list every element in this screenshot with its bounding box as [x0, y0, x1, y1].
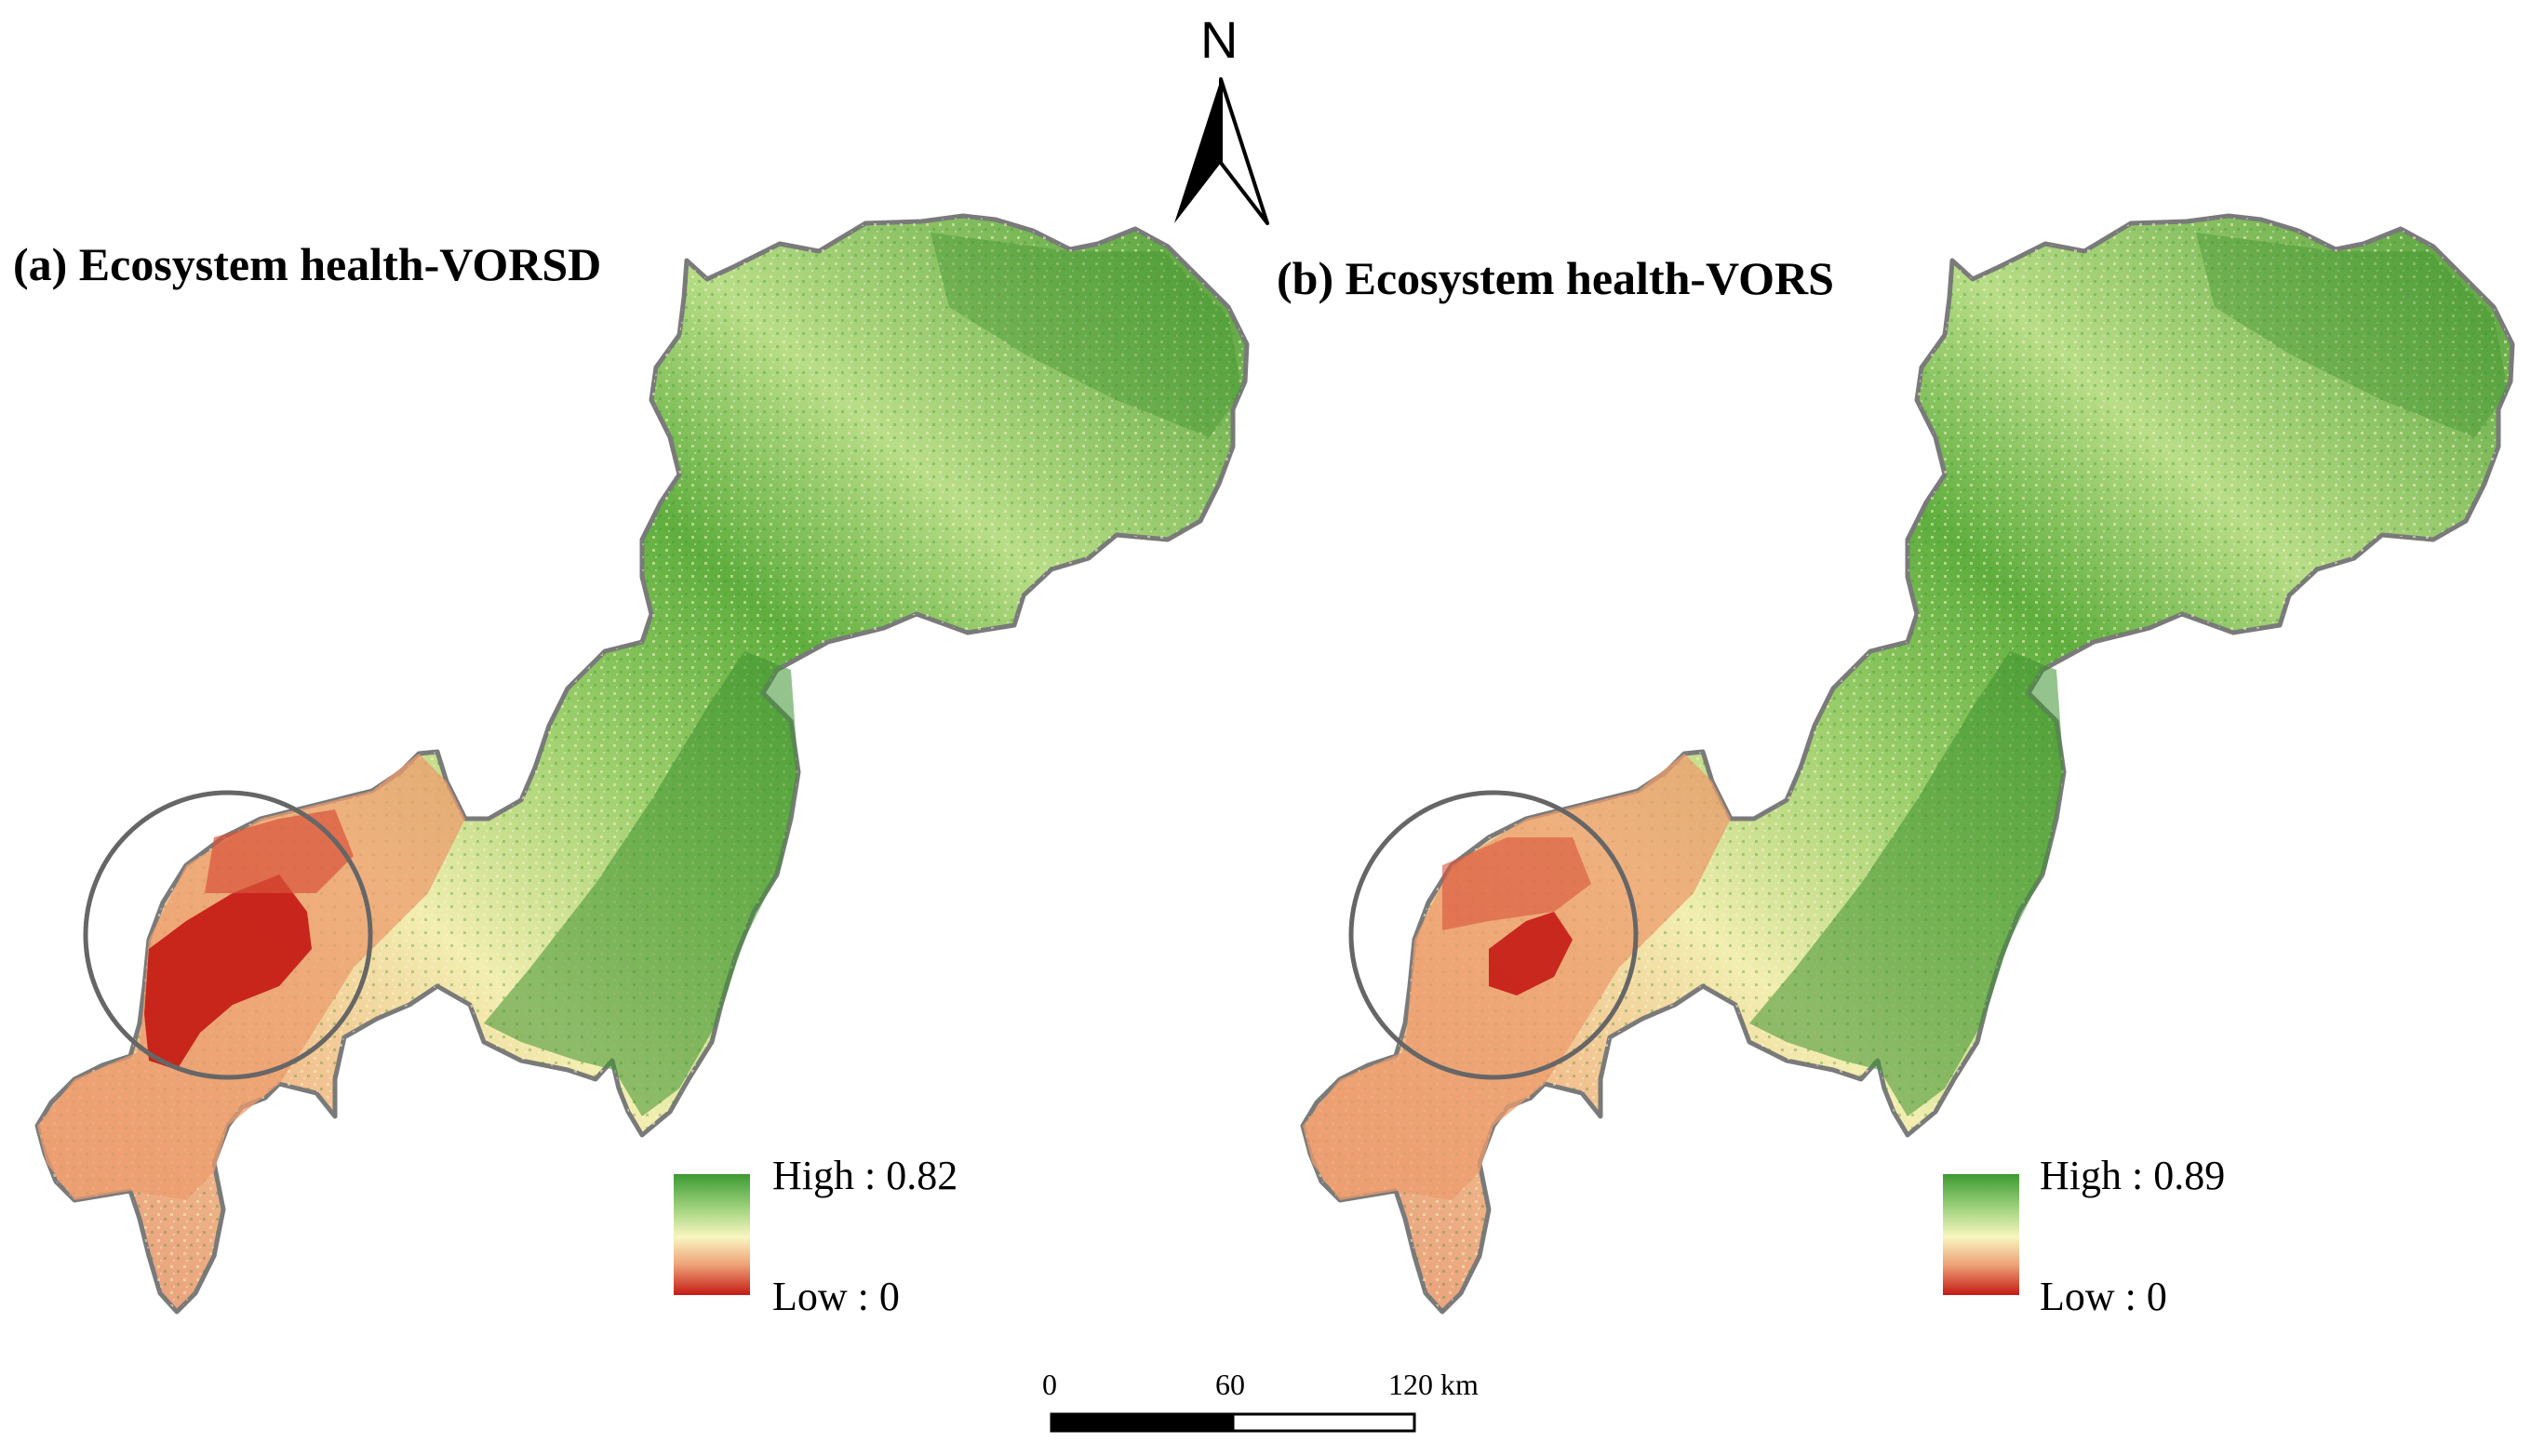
- map-b: [1303, 216, 2512, 1312]
- panel-a-title: (a) Ecosystem health-VORSD: [13, 238, 602, 290]
- scale-tick-60: 60: [1215, 1368, 1245, 1401]
- panel-b-title: (b) Ecosystem health-VORS: [1277, 252, 1834, 304]
- map-a: [37, 216, 1247, 1312]
- scale-tick-120: 120 km: [1388, 1368, 1479, 1401]
- highlight-circle-a: [83, 790, 373, 1080]
- low-health-hotspot-b: [1489, 912, 1573, 995]
- low-health-hotspot-a: [144, 875, 312, 1070]
- legend-b-high-label: High : 0.89: [2040, 1153, 2226, 1198]
- scale-bar: [1050, 1412, 1416, 1433]
- north-label: N: [1200, 10, 1239, 69]
- north-arrow-icon: [1174, 77, 1269, 225]
- legend-a-color-ramp: [674, 1174, 750, 1295]
- legend-a-low-label: Low : 0: [772, 1274, 900, 1319]
- legend-b-color-ramp: [1943, 1174, 2019, 1295]
- legend-a-high-label: High : 0.82: [772, 1153, 958, 1198]
- scale-tick-0: 0: [1042, 1368, 1057, 1401]
- highlight-circle-b: [1348, 790, 1639, 1080]
- legend-b-low-label: Low : 0: [2040, 1274, 2167, 1319]
